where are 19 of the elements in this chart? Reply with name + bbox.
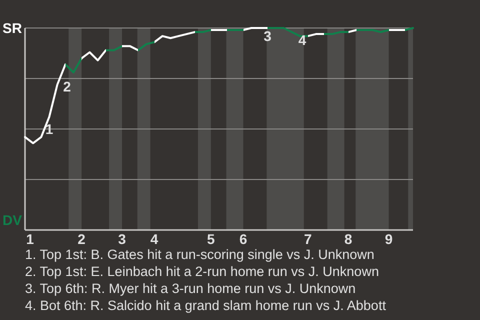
x-tick-label: 6	[239, 231, 248, 247]
x-tick-label: 9	[384, 231, 393, 247]
x-tick-label: 3	[118, 231, 126, 247]
x-tick-label: 5	[207, 231, 216, 247]
x-tick-label: 8	[344, 231, 352, 247]
annotation: 1	[45, 120, 54, 137]
annotation: 3	[264, 28, 272, 44]
x-tick-label: 4	[150, 231, 158, 247]
x-tick-label: 1	[26, 231, 34, 247]
text: 4. Bot 6th: R. Salcido hit a grand slam home run vs J. Abbott	[25, 298, 386, 313]
text: 2. Top 1st: E. Leinbach hit a 2-run home run vs J. Unknown	[25, 264, 379, 279]
text: 3. Top 6th: R. Myer hit a 3-run home run vs J. Unknown	[25, 281, 356, 296]
x-tick-label: 2	[78, 231, 86, 247]
annotation: 4	[298, 32, 306, 48]
annotation: 2	[63, 78, 72, 94]
x-tick-label: 7	[304, 231, 312, 247]
text: 1. Top 1st: B. Gates hit a run-scoring single vs J. Unknown	[25, 247, 374, 262]
text: DV	[2, 212, 23, 228]
text: SR	[2, 20, 22, 36]
